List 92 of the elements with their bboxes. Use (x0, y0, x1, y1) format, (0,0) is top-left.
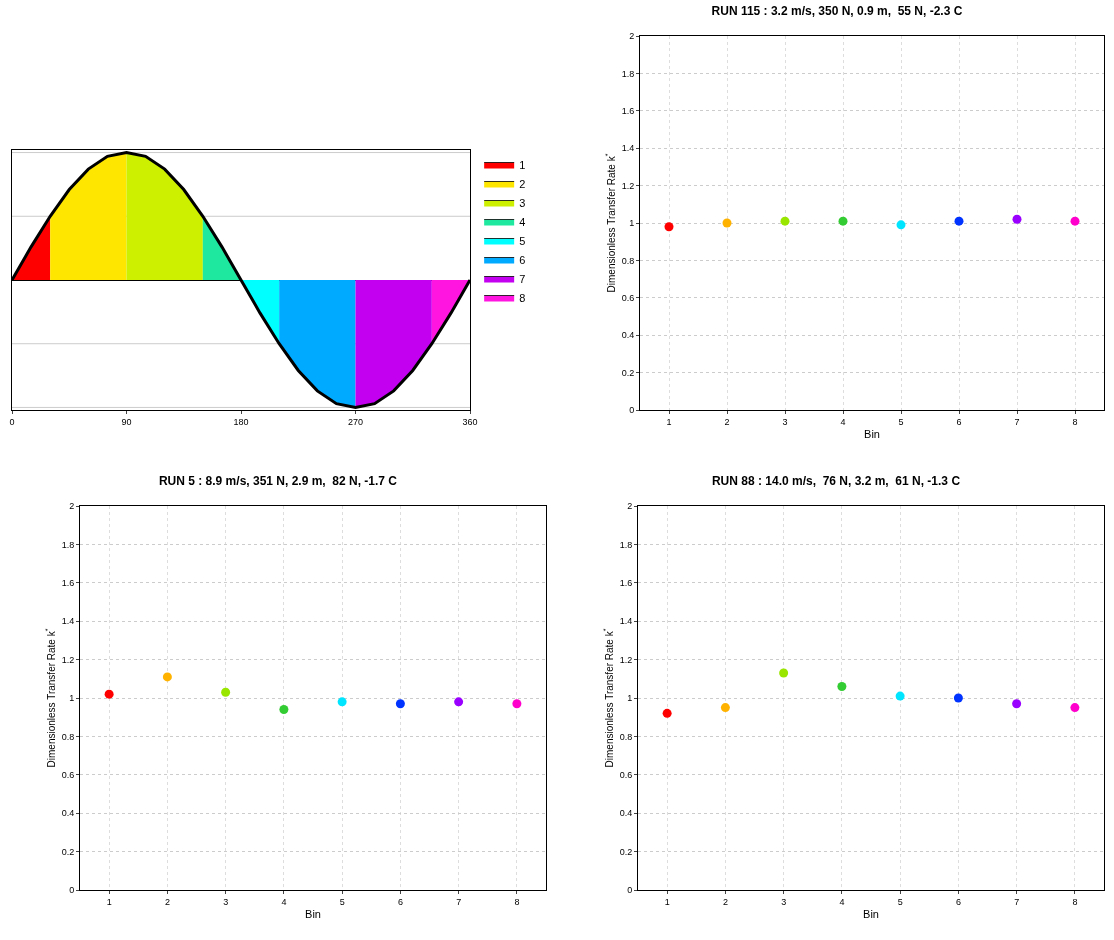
x-axis-title: Bin (864, 428, 880, 440)
legend-label: 7 (519, 272, 526, 285)
y-tick-label: 0.8 (619, 731, 633, 742)
chart-title: RUN 88 : 14.0 m/s, 76 N, 3.2 m, 61 N, -1.3 C (711, 474, 961, 489)
legend-label: 4 (519, 215, 526, 228)
x-tick-label: 5 (339, 896, 345, 907)
x-tick-label: 180 (233, 416, 249, 427)
legend-label: 8 (519, 291, 526, 304)
chart-title: RUN 115 : 3.2 m/s, 350 N, 0.9 m, 55 N, -2.3 C (711, 4, 963, 19)
x-tick-label: 360 (462, 416, 478, 427)
legend-label: 6 (519, 253, 526, 266)
x-tick-label: 4 (839, 896, 845, 907)
y-tick-label: 1.2 (619, 654, 633, 665)
x-tick-label: 2 (164, 896, 170, 907)
x-tick-label: 8 (1072, 896, 1078, 907)
x-tick-label: 270 (347, 416, 364, 427)
y-tick-label: 0.2 (621, 367, 635, 378)
point (512, 699, 522, 709)
point (395, 699, 405, 709)
point (221, 687, 231, 697)
x-tick-label: 2 (724, 416, 730, 427)
x-axis-title: Bin (863, 908, 879, 920)
y-tick-label: 1.2 (621, 180, 635, 191)
y-tick-label: 1 (69, 693, 75, 704)
x-tick-label: 1 (664, 896, 670, 907)
y-tick-label: 1.6 (619, 577, 633, 588)
y-tick-label: 0 (627, 885, 633, 896)
legend-label: 3 (519, 196, 526, 209)
y-tick-label: 2 (627, 501, 633, 512)
x-tick-label: 8 (514, 896, 520, 907)
y-tick-label: 2 (69, 501, 75, 512)
y-tick-label: 0.8 (621, 255, 635, 266)
x-tick-label: 1 (106, 896, 112, 907)
point (454, 697, 464, 707)
point (162, 672, 172, 682)
y-tick-label: 0.6 (621, 292, 635, 303)
x-tick-label: 5 (897, 896, 903, 907)
legend-label: 2 (519, 177, 526, 190)
y-tick-label: 1.6 (61, 577, 75, 588)
x-tick-label: 0 (9, 416, 15, 427)
y-tick-label: 0.2 (61, 846, 75, 857)
legend-label: 1 (519, 158, 526, 171)
point (895, 691, 905, 701)
y-tick-label: 1.4 (619, 616, 633, 627)
y-tick-label: 0.8 (61, 731, 75, 742)
x-tick-label: 7 (1014, 896, 1020, 907)
x-tick-label: 7 (1014, 416, 1020, 427)
x-tick-label: 4 (840, 416, 846, 427)
x-tick-label: 4 (281, 896, 287, 907)
y-tick-label: 0.6 (61, 769, 75, 780)
y-tick-label: 1.6 (621, 105, 635, 116)
x-tick-label: 2 (722, 896, 728, 907)
x-tick-label: 3 (223, 896, 229, 907)
x-tick-label: 90 (121, 416, 132, 427)
legend-label: 5 (519, 234, 526, 247)
x-tick-label: 6 (955, 896, 961, 907)
point (779, 668, 789, 678)
point (837, 681, 847, 691)
y-tick-label: 0 (69, 885, 75, 896)
point (662, 708, 672, 718)
y-tick-label: 1.4 (621, 143, 635, 154)
y-tick-label: 0.4 (61, 808, 75, 819)
y-tick-label: 1 (627, 693, 633, 704)
point (279, 705, 289, 715)
y-tick-label: 1 (629, 218, 635, 229)
y-tick-label: 1.4 (61, 616, 75, 627)
x-axis-title: Bin (305, 908, 321, 920)
x-tick-label: 5 (898, 416, 904, 427)
x-tick-label: 7 (456, 896, 462, 907)
y-tick-label: 0.4 (621, 330, 635, 341)
point (1012, 699, 1022, 709)
x-tick-label: 6 (397, 896, 403, 907)
x-tick-label: 6 (956, 416, 962, 427)
x-tick-label: 3 (781, 896, 787, 907)
y-tick-label: 1.8 (621, 68, 635, 79)
point (953, 693, 963, 703)
point (1070, 703, 1080, 713)
x-tick-label: 8 (1072, 416, 1078, 427)
y-tick-label: 0 (629, 405, 635, 416)
y-tick-label: 2 (629, 31, 635, 42)
y-tick-label: 1.8 (619, 539, 633, 550)
y-tick-label: 1.8 (61, 539, 75, 550)
y-tick-label: 0.4 (619, 808, 633, 819)
point (337, 697, 347, 707)
point (720, 703, 730, 713)
y-tick-label: 0.2 (619, 846, 633, 857)
point (104, 689, 114, 699)
x-tick-label: 3 (782, 416, 788, 427)
y-tick-label: 1.2 (61, 654, 75, 665)
x-tick-label: 1 (666, 416, 672, 427)
y-tick-label: 0.6 (619, 769, 633, 780)
chart-title: RUN 5 : 8.9 m/s, 351 N, 2.9 m, 82 N, -1.7 C (158, 474, 398, 489)
